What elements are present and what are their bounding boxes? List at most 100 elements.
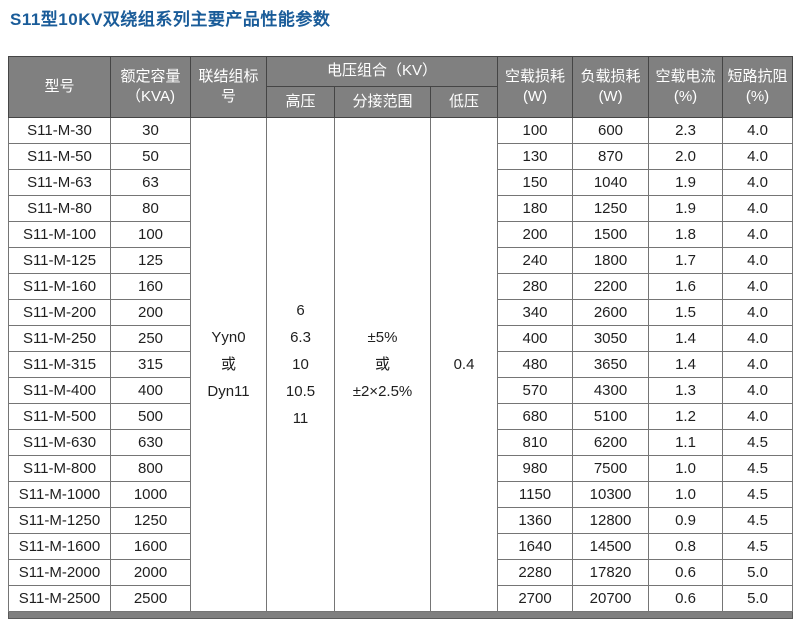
page: S11型10KV双绕组系列主要产品性能参数 型号 额定容量 （KVA) 联结组标… [0, 5, 800, 641]
model-cell: S11-M-2500 [8, 585, 111, 612]
table-row: S11-M-2500 2500 2700 20700 0.6 5.0 [8, 585, 794, 612]
capacity-cell: 500 [110, 403, 191, 430]
no-load-current-cell: 1.6 [648, 273, 724, 300]
impedance-cell: 4.5 [722, 429, 794, 456]
capacity-cell: 63 [110, 169, 191, 196]
no-load-current-cell: 0.6 [648, 559, 724, 586]
no-load-current-cell: 1.9 [648, 169, 724, 196]
col-header-capacity-line2: （KVA) [126, 88, 175, 105]
no-load-loss-cell: 130 [497, 143, 574, 170]
capacity-cell: 630 [110, 429, 191, 456]
no-load-current-cell: 0.6 [648, 585, 724, 612]
no-load-loss-cell: 1360 [497, 507, 574, 534]
model-cell: S11-M-315 [8, 351, 111, 378]
capacity-cell: 30 [110, 117, 191, 144]
connection-group-cell: Yyn0 或 Dyn11 [190, 117, 267, 612]
model-cell: S11-M-125 [8, 247, 111, 274]
impedance-cell: 4.0 [722, 117, 794, 144]
model-cell: S11-M-800 [8, 455, 111, 482]
no-load-current-cell: 1.0 [648, 481, 724, 508]
table-row: S11-M-250 250 400 3050 1.4 4.0 [8, 325, 794, 352]
no-load-loss-cell: 150 [497, 169, 574, 196]
col-header-no-load-current-line1: 空载电流 [655, 67, 716, 85]
model-cell: S11-M-500 [8, 403, 111, 430]
model-cell: S11-M-50 [8, 143, 111, 170]
load-loss-cell: 12800 [572, 507, 650, 534]
impedance-cell: 4.0 [722, 143, 794, 170]
no-load-loss-cell: 570 [497, 377, 574, 404]
col-header-no-load-current: 空载电流 (%) [648, 56, 724, 118]
load-loss-cell: 17820 [572, 559, 650, 586]
no-load-loss-cell: 200 [497, 221, 574, 248]
no-load-loss-cell: 340 [497, 299, 574, 326]
impedance-cell: 5.0 [722, 585, 794, 612]
no-load-current-cell: 1.7 [648, 247, 724, 274]
col-header-high-voltage: 高压 [266, 86, 335, 118]
load-loss-cell: 870 [572, 143, 650, 170]
load-loss-cell: 1500 [572, 221, 650, 248]
no-load-loss-cell: 810 [497, 429, 574, 456]
no-load-current-cell: 1.0 [648, 455, 724, 482]
impedance-cell: 4.5 [722, 533, 794, 560]
col-header-tap-range: 分接范围 [334, 86, 431, 118]
capacity-cell: 1000 [110, 481, 191, 508]
load-loss-cell: 10300 [572, 481, 650, 508]
model-cell: S11-M-1600 [8, 533, 111, 560]
col-header-impedance-line1: 短路抗阻 [727, 67, 788, 85]
load-loss-cell: 6200 [572, 429, 650, 456]
no-load-current-cell: 1.2 [648, 403, 724, 430]
col-header-load-loss-line2: (W) [598, 88, 623, 105]
impedance-cell: 4.0 [722, 377, 794, 404]
impedance-cell: 4.5 [722, 507, 794, 534]
col-header-impedance-line2: (%) [745, 88, 770, 105]
model-cell: S11-M-100 [8, 221, 111, 248]
load-loss-cell: 5100 [572, 403, 650, 430]
page-title: S11型10KV双绕组系列主要产品性能参数 [10, 10, 331, 29]
col-header-low-voltage: 低压 [429, 86, 499, 118]
col-header-model: 型号 [8, 56, 111, 118]
col-header-no-load-loss-line1: 空载损耗 [505, 67, 566, 85]
load-loss-cell: 1250 [572, 195, 650, 222]
model-cell: S11-M-200 [8, 299, 111, 326]
table-row: S11-M-800 800 980 7500 1.0 4.5 [8, 455, 794, 482]
capacity-cell: 250 [110, 325, 191, 352]
table-row: S11-M-1000 1000 1150 10300 1.0 4.5 [8, 481, 794, 508]
model-cell: S11-M-1250 [8, 507, 111, 534]
col-header-connection-line2: 号 [220, 88, 236, 105]
no-load-loss-cell: 2280 [497, 559, 574, 586]
no-load-loss-cell: 1640 [497, 533, 574, 560]
table-row: S11-M-125 125 240 1800 1.7 4.0 [8, 247, 794, 274]
model-cell: S11-M-160 [8, 273, 111, 300]
impedance-cell: 4.0 [722, 273, 794, 300]
col-header-connection-line1: 联结组标 [198, 67, 259, 85]
no-load-loss-cell: 280 [497, 273, 574, 300]
model-cell: S11-M-30 [8, 117, 111, 144]
col-header-connection: 联结组标 号 [190, 56, 267, 118]
table-row: S11-M-50 50 130 870 2.0 4.0 [8, 143, 794, 170]
no-load-loss-cell: 180 [497, 195, 574, 222]
col-header-no-load-loss-line2: (W) [522, 88, 548, 105]
table-row: S11-M-160 160 280 2200 1.6 4.0 [8, 273, 794, 300]
impedance-cell: 4.5 [722, 455, 794, 482]
col-header-voltage-group: 电压组合（KV） [265, 56, 499, 87]
no-load-current-cell: 2.0 [648, 143, 724, 170]
model-cell: S11-M-63 [8, 169, 111, 196]
no-load-current-cell: 0.9 [648, 507, 724, 534]
header-row-1: 型号 额定容量 （KVA) 联结组标 号 电压组合（KV） 空载损耗 (W) 负… [8, 56, 794, 118]
model-cell: S11-M-400 [8, 377, 111, 404]
no-load-loss-cell: 680 [497, 403, 574, 430]
col-header-model-label: 型号 [44, 77, 75, 95]
load-loss-cell: 3650 [572, 351, 650, 378]
table-row: S11-M-30 30 Yyn0 或 Dyn11 6 6.3 10 10.5 11 ±5% 或 ±2×2… [8, 117, 794, 612]
capacity-cell: 125 [110, 247, 191, 274]
footer-bar-cell [7, 611, 794, 619]
capacity-cell: 400 [110, 377, 191, 404]
no-load-loss-cell: 1150 [497, 481, 574, 508]
no-load-current-cell: 1.3 [648, 377, 724, 404]
load-loss-cell: 2200 [572, 273, 650, 300]
col-header-load-loss: 负载损耗 (W) [572, 56, 650, 118]
load-loss-cell: 1040 [572, 169, 650, 196]
impedance-cell: 4.0 [722, 351, 794, 378]
header-row-2: 高压 分接范围 低压 [9, 86, 793, 118]
table-row: S11-M-1250 1250 1360 12800 0.9 4.5 [8, 507, 794, 534]
